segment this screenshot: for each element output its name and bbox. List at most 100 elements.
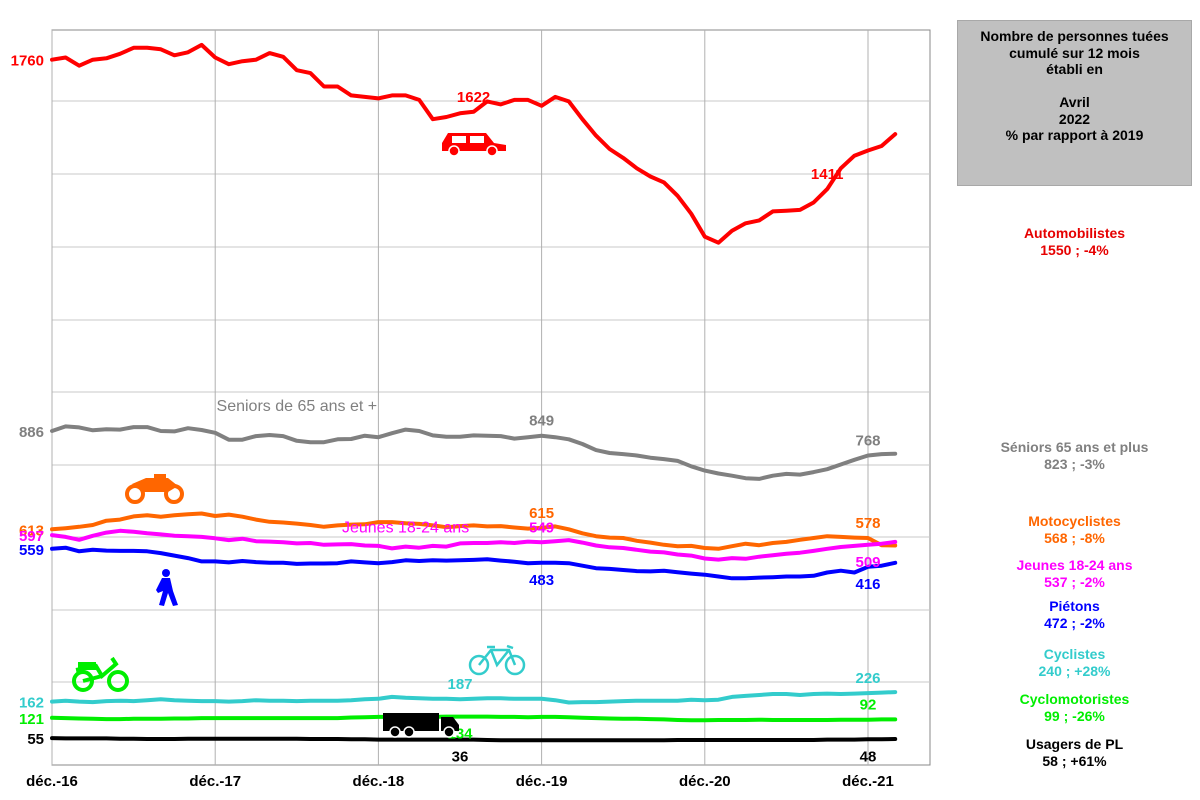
icon-part [162,569,170,577]
legend-value: 568 ; -8% [1044,530,1105,546]
legend-value: 58 ; +61% [1042,753,1107,769]
legend-value: 537 ; -2% [1044,574,1105,590]
x-axis-ticks: déc.-16 déc.-17 déc.-18 déc.-19 déc.-20 déc.-… [26,773,894,790]
moped-icon [72,656,129,692]
legend-title: Cyclistes [1043,646,1106,662]
info-line: % par rapport à 2019 [1005,127,1144,143]
icon-part [403,726,415,738]
info-line: cumulé sur 12 mois [1009,44,1140,61]
data-label: 768 [855,433,880,450]
data-label: 226 [855,670,880,687]
series-line [50,690,898,705]
info-line: Nombre de personnes tuées [980,28,1169,44]
data-label: 597 [19,528,44,545]
legend-value: 1550 ; -4% [1040,242,1109,258]
icon-part [156,578,178,606]
data-label: 1411 [811,166,844,183]
icon-part [72,670,94,692]
series-name-label: Jeunes 18-24 ans [342,520,469,537]
legend-entry-cyclomotoristes: Cyclomotoristes 99 ; -26% [957,691,1192,725]
icon-part [107,670,129,692]
x-tick-label: déc.-21 [842,773,894,790]
icon-part [486,145,498,157]
data-label: 36 [452,749,469,766]
bicycle-icon [468,644,526,676]
data-label: 849 [529,413,554,430]
legend-entry-pietons: Piétons 472 ; -2% [957,598,1192,632]
info-line [958,78,1191,95]
motorcycle-icon [125,474,184,504]
icon-part [78,662,96,670]
series-line [50,714,898,723]
data-label: 483 [529,572,554,589]
legend-title: Piétons [1049,598,1100,614]
legend-value: 823 ; -3% [1044,456,1105,472]
icon-part [389,726,401,738]
data-label: 613 [19,522,44,539]
icon-part [470,136,484,143]
series-name-label: Seniors de 65 ans et + [217,398,378,415]
info-line: Avril [1059,94,1090,110]
legend-entry-automobilistes: Automobilistes 1550 ; -4% [957,225,1192,259]
x-tick-label: déc.-16 [26,773,78,790]
legend-value: 472 ; -2% [1044,615,1105,631]
icon-part [448,145,460,157]
legend-entry-seniors: Séniors 65 ans et plus 823 ; -3% [957,439,1192,473]
data-label: 1760 [11,53,44,70]
data-label: 162 [19,695,44,712]
legend-title: Cyclomotoristes [1019,691,1130,707]
truck-icon [383,713,459,738]
icon-part [468,654,490,676]
data-label: 1622 [457,89,490,106]
icon-part [154,474,166,479]
data-label: 48 [860,748,877,765]
icon-part [478,644,517,668]
series-line [50,424,898,481]
x-tick-label: déc.-19 [516,773,568,790]
series-line [50,545,898,581]
data-label: 886 [19,424,44,441]
chart-icons [72,133,526,738]
pedestrian-icon [156,569,178,606]
legend-title: Jeunes 18-24 ans [1016,557,1133,573]
icon-part [443,726,455,738]
data-label: 509 [855,554,880,571]
legend-entry-motocyclistes: Motocyclistes 568 ; -8% [957,513,1192,547]
series-line [50,736,898,743]
legend-entry-cyclistes: Cyclistes 240 ; +28% [957,646,1192,680]
legend-title: Séniors 65 ans et plus [1000,439,1149,455]
icon-part [504,654,526,676]
line-chart: déc.-16 déc.-17 déc.-18 déc.-19 déc.-20 déc.-… [11,29,931,790]
data-label: 416 [855,576,880,593]
data-label: 92 [860,697,877,714]
legend-entry-jeunes: Jeunes 18-24 ans 537 ; -2% [957,557,1192,591]
x-tick-label: déc.-18 [353,773,405,790]
legend-title: Motocyclistes [1028,513,1121,529]
data-label: 121 [19,711,44,728]
icon-part [452,136,466,143]
data-label: 55 [27,731,44,748]
chart-data-labels: 1760 1622 1411 886 849 768 Seniors de 65 ans e… [11,53,881,766]
x-tick-label: déc.-17 [189,773,241,790]
legend-title: Usagers de PL [1025,736,1124,752]
info-line: établi en [1046,61,1103,77]
data-label: 187 [447,676,472,693]
x-tick-label: déc.-20 [679,773,731,790]
data-label: 615 [529,505,554,522]
legend-value: 99 ; -26% [1044,708,1105,724]
series-line [50,42,898,245]
data-label: 559 [19,542,44,559]
car-icon [442,133,506,157]
chart-lines [50,42,898,743]
icon-part [383,713,439,731]
legend-title: Automobilistes [1023,225,1126,241]
icon-part [132,478,178,492]
info-line: 2022 [1058,110,1091,127]
data-label: 549 [529,519,554,536]
info-box: Nombre de personnes tuées cumulé sur 12 … [957,20,1192,186]
series-line [50,511,898,551]
legend-value: 240 ; +28% [1038,663,1111,679]
legend-entry-usagers-pl: Usagers de PL 58 ; +61% [957,736,1192,770]
data-label: 578 [855,515,880,532]
series-line [50,528,898,562]
